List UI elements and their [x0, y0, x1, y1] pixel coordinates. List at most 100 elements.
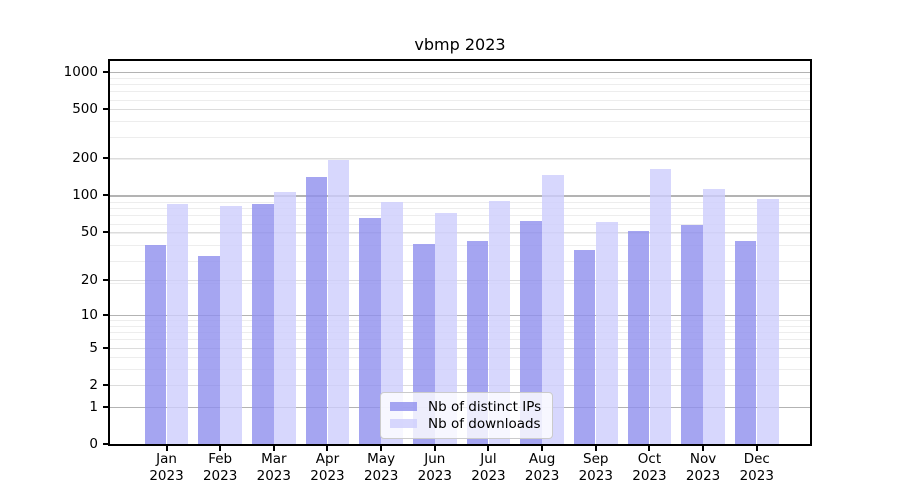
x-tick-label: May 2023: [349, 451, 413, 485]
x-tick-label: Jun 2023: [403, 451, 467, 485]
gridline-minor: [110, 332, 810, 334]
gridline-mid: [110, 109, 810, 111]
y-tick-label: 20: [80, 272, 98, 289]
y-axis-tick: [103, 231, 108, 234]
gridline-minor: [110, 282, 810, 284]
x-axis-tick: [380, 446, 383, 451]
gridline-minor: [110, 201, 810, 203]
x-tick-label-line: May: [367, 451, 396, 467]
x-tick-label: Dec 2023: [725, 451, 789, 485]
gridline-minor: [110, 136, 810, 138]
gridline-mid: [110, 280, 810, 282]
bar-distinct-ips-feb: [198, 255, 220, 444]
x-axis-tick: [326, 446, 329, 451]
x-tick-label-line: Aug: [528, 451, 556, 467]
bar-downloads-may: [381, 201, 403, 444]
bar-distinct-ips-apr: [305, 177, 328, 444]
x-axis-tick: [648, 446, 651, 451]
y-axis-tick: [103, 70, 108, 73]
x-tick-label: Jan 2023: [135, 451, 199, 485]
y-axis-tick: [103, 405, 108, 408]
x-tick-label: Apr 2023: [295, 451, 359, 485]
bar-downloads-jul: [488, 201, 511, 444]
y-tick-label: 1: [89, 398, 98, 415]
gridline-mid: [110, 158, 810, 160]
gridline-minor: [110, 260, 810, 262]
gridline-mid: [110, 232, 810, 234]
x-tick-label-line: 2023: [685, 468, 721, 484]
bar-distinct-ips-oct: [627, 231, 650, 444]
gridline-minor: [110, 208, 810, 210]
y-tick-label: 500: [72, 101, 98, 118]
x-tick-label-line: Sep: [583, 451, 609, 467]
x-tick-label: Oct 2023: [617, 451, 681, 485]
x-axis-tick: [433, 446, 436, 451]
x-axis-tick: [219, 446, 222, 451]
gridline-minor: [110, 99, 810, 101]
x-axis-tick: [541, 446, 544, 451]
x-tick-label: Mar 2023: [242, 451, 306, 485]
x-tick-label-line: 2023: [363, 468, 399, 484]
x-tick-label-line: Apr: [315, 451, 340, 467]
y-axis-tick: [103, 157, 108, 160]
x-axis-tick: [755, 446, 758, 451]
x-axis-tick: [487, 446, 490, 451]
chart-title: vbmp 2023: [414, 35, 506, 54]
y-axis-tick: [103, 346, 108, 349]
gridline-minor: [110, 325, 810, 327]
gridline-mid: [110, 384, 810, 386]
x-tick-label-line: 2023: [149, 468, 184, 484]
x-axis-tick: [165, 446, 168, 451]
legend-label: Nb of distinct IPs: [428, 398, 542, 415]
y-tick-label: 50: [80, 224, 98, 241]
bar-distinct-ips-nov: [681, 225, 703, 444]
x-tick-label-line: Nov: [689, 451, 717, 467]
x-tick-label-line: Dec: [743, 451, 770, 467]
gridline-minor: [110, 233, 810, 235]
x-tick-label-line: 2023: [202, 468, 238, 484]
x-axis-tick: [702, 446, 705, 451]
y-tick-label: 1000: [63, 63, 98, 80]
y-tick-label: 200: [72, 150, 98, 167]
x-tick-label-line: Mar: [261, 451, 287, 467]
x-tick-label-line: Jun: [424, 451, 446, 467]
gridline-major: [110, 71, 810, 74]
y-axis-tick: [103, 443, 108, 445]
x-tick-label-line: 2023: [256, 468, 291, 484]
bar-downloads-jun: [435, 212, 457, 444]
x-axis-tick: [594, 446, 597, 451]
gridline-minor: [110, 223, 810, 225]
x-tick-label-line: 2023: [632, 468, 667, 484]
plot-area: [108, 59, 812, 446]
gridline-minor: [110, 339, 810, 341]
bar-distinct-ips-aug: [520, 220, 542, 444]
y-axis-tick: [103, 194, 108, 197]
x-tick-label: Aug 2023: [510, 451, 574, 485]
gridline-minor: [110, 215, 810, 217]
bar-downloads-nov: [703, 188, 725, 444]
bar-distinct-ips-sep: [573, 249, 596, 444]
x-tick-label-line: 2023: [524, 468, 560, 484]
legend-label: Nb of downloads: [428, 415, 541, 432]
x-tick-label-line: 2023: [739, 468, 774, 484]
bar-distinct-ips-dec: [734, 241, 757, 444]
legend: Nb of distinct IPs Nb of downloads: [380, 392, 554, 439]
gridline-minor: [110, 245, 810, 247]
y-axis-tick: [103, 313, 108, 316]
bar-downloads-jan: [166, 204, 189, 444]
bar-downloads-sep: [596, 221, 618, 444]
x-tick-label-line: 2023: [310, 468, 345, 484]
bar-distinct-ips-may: [359, 218, 381, 444]
bar-downloads-oct: [649, 168, 672, 444]
y-tick-label: 10: [80, 306, 98, 323]
x-tick-label: Nov 2023: [671, 451, 735, 485]
gridline-minor: [110, 320, 810, 321]
x-tick-label-line: 2023: [417, 468, 452, 484]
y-axis-tick: [103, 279, 108, 282]
x-tick-label-line: 2023: [578, 468, 613, 484]
y-tick-label: 0: [89, 436, 98, 452]
x-tick-label-line: Jan: [156, 451, 177, 467]
y-tick-label: 5: [89, 339, 98, 356]
bar-downloads-dec: [757, 198, 779, 444]
x-tick-label: Sep 2023: [564, 451, 628, 485]
